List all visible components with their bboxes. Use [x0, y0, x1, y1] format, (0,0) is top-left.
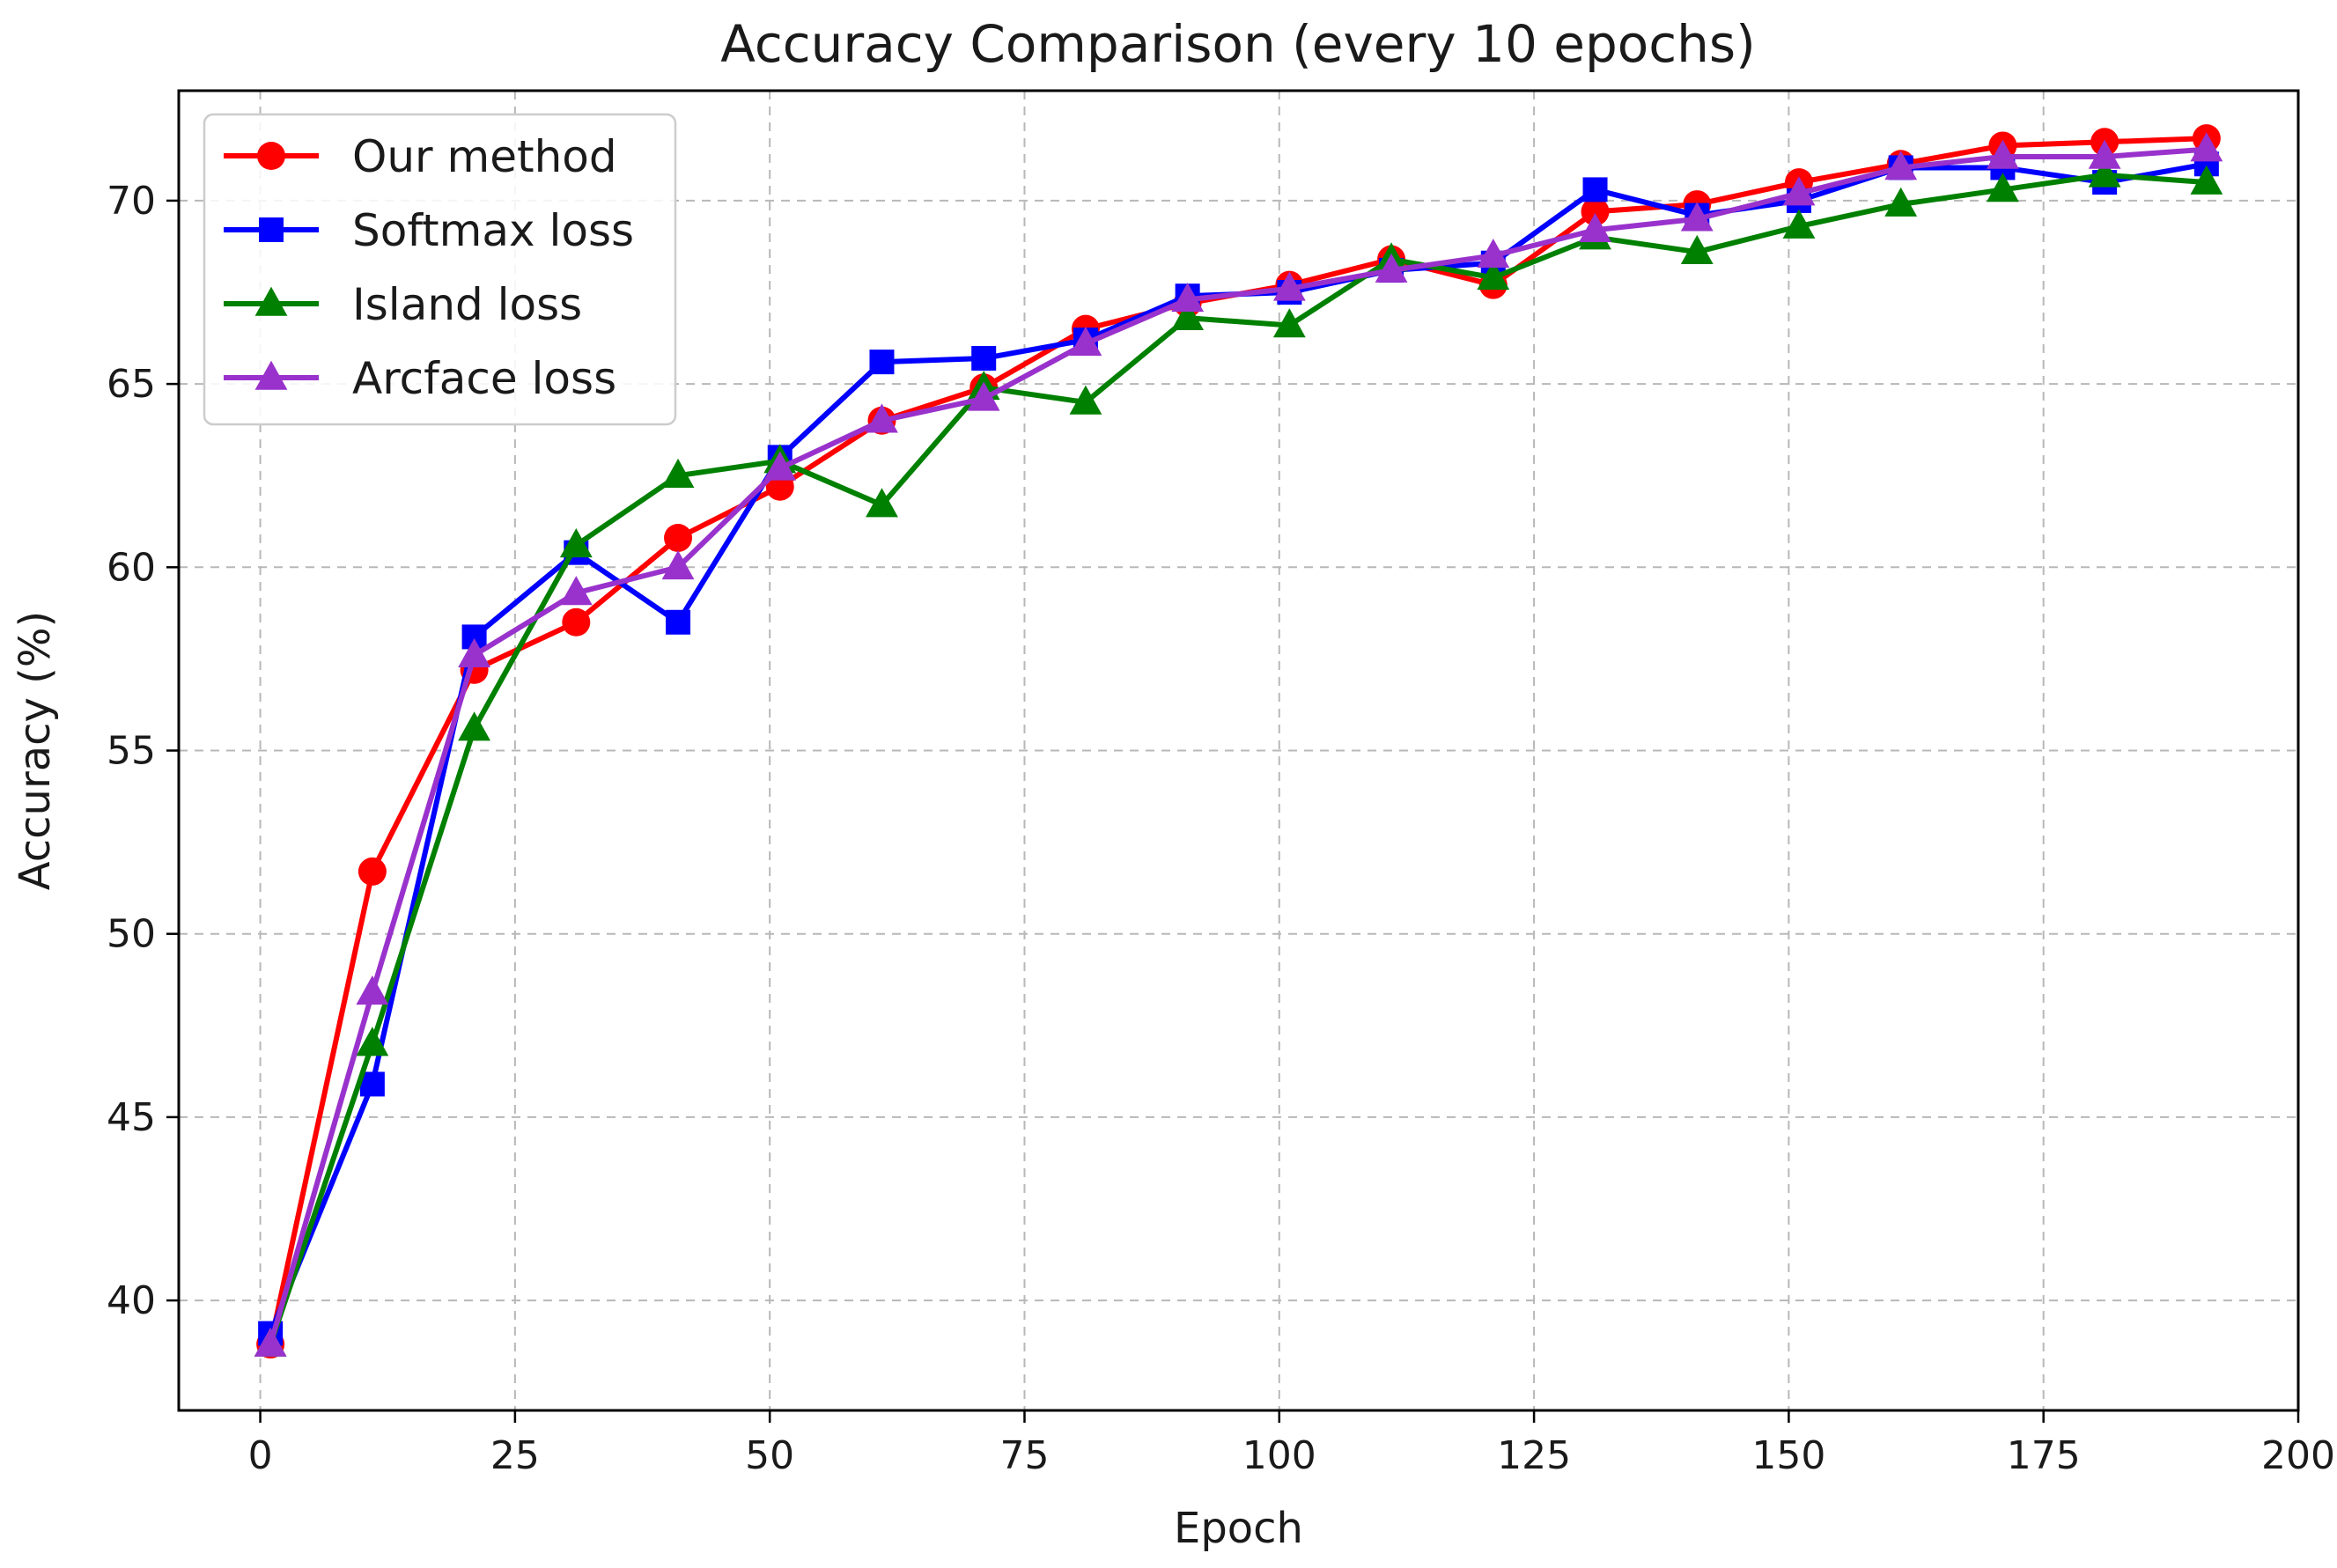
data-point	[971, 345, 997, 371]
data-point	[763, 451, 797, 481]
data-point	[1987, 139, 2019, 169]
data-point	[254, 1327, 287, 1357]
data-point	[661, 549, 695, 580]
x-axis-label: Epoch	[1174, 1504, 1303, 1553]
x-axis-ticks: 0 25 50 75 100 125 150 175 200	[248, 1410, 2335, 1478]
data-point	[559, 528, 593, 558]
series-line	[268, 146, 2208, 1345]
data-point	[1477, 239, 1510, 269]
x-tick-label: 175	[2007, 1433, 2081, 1478]
x-tick-label: 150	[1751, 1433, 1825, 1478]
series-3	[254, 132, 2223, 1357]
x-tick-label: 100	[1242, 1433, 1316, 1478]
data-point	[356, 975, 389, 1005]
x-tick-label: 125	[1497, 1433, 1571, 1478]
data-point	[1171, 300, 1205, 330]
series-layer	[254, 124, 2223, 1359]
data-point	[1782, 176, 1816, 206]
data-point	[1581, 197, 1610, 226]
data-point	[1272, 308, 1306, 338]
data-point	[1680, 234, 1714, 265]
chart-title: Accuracy Comparison (every 10 epochs)	[720, 14, 1756, 74]
data-point	[1171, 283, 1205, 313]
x-tick-label: 25	[490, 1433, 540, 1478]
data-point	[2088, 158, 2121, 188]
data-point	[1069, 326, 1102, 357]
data-point	[866, 403, 898, 433]
y-tick-label: 60	[107, 545, 156, 590]
data-point	[1884, 151, 1918, 180]
y-tick-label: 45	[107, 1095, 156, 1140]
legend-label: Our method	[352, 131, 617, 182]
x-tick-label: 50	[745, 1433, 794, 1478]
data-point	[2190, 165, 2223, 195]
data-point	[869, 350, 895, 375]
legend-item: Our method	[224, 131, 617, 182]
legend-item: Island loss	[224, 279, 582, 330]
data-point	[661, 458, 695, 489]
data-point	[666, 609, 691, 635]
series-line	[268, 172, 2208, 1346]
y-tick-label: 40	[107, 1278, 156, 1323]
data-point	[356, 1027, 389, 1056]
legend: Our method Softmax loss Island loss Arcface…	[203, 113, 677, 426]
data-point	[2088, 139, 2121, 169]
data-point	[866, 488, 898, 518]
x-tick-label: 0	[248, 1433, 273, 1478]
legend-label: Island loss	[352, 279, 582, 330]
legend-marker	[257, 142, 285, 170]
data-point	[1782, 209, 1816, 239]
data-point	[1069, 385, 1102, 415]
data-point	[458, 637, 490, 668]
series-2	[254, 158, 2223, 1357]
data-point	[664, 523, 693, 552]
x-tick-label: 75	[999, 1433, 1049, 1478]
legend-marker	[254, 286, 288, 316]
y-axis-label: Accuracy (%)	[11, 611, 60, 890]
legend-item: Softmax loss	[224, 205, 634, 256]
data-point	[2190, 132, 2223, 162]
legend-label: Softmax loss	[352, 205, 634, 256]
data-point	[1582, 177, 1608, 202]
data-point	[967, 381, 1000, 411]
y-tick-label: 55	[107, 729, 156, 774]
y-tick-label: 70	[107, 179, 156, 224]
data-point	[1987, 173, 2019, 202]
data-point	[1477, 261, 1510, 291]
data-point	[562, 607, 591, 637]
y-tick-label: 65	[107, 362, 156, 407]
data-point	[1884, 187, 1918, 217]
legend-marker	[259, 217, 284, 242]
data-point	[458, 711, 490, 741]
data-point	[358, 857, 387, 886]
data-point	[559, 576, 593, 606]
data-point	[1680, 202, 1714, 232]
y-tick-label: 50	[107, 912, 156, 957]
data-point	[1579, 212, 1611, 243]
data-point	[1375, 253, 1408, 283]
data-point	[1272, 271, 1306, 301]
legend-marker	[254, 360, 288, 390]
x-tick-label: 200	[2261, 1433, 2335, 1478]
legend-item: Arcface loss	[224, 353, 616, 404]
legend-label: Arcface loss	[352, 353, 616, 404]
y-axis-ticks: 40 45 50 55 60 65 70	[107, 179, 179, 1323]
legend-box	[203, 113, 677, 426]
